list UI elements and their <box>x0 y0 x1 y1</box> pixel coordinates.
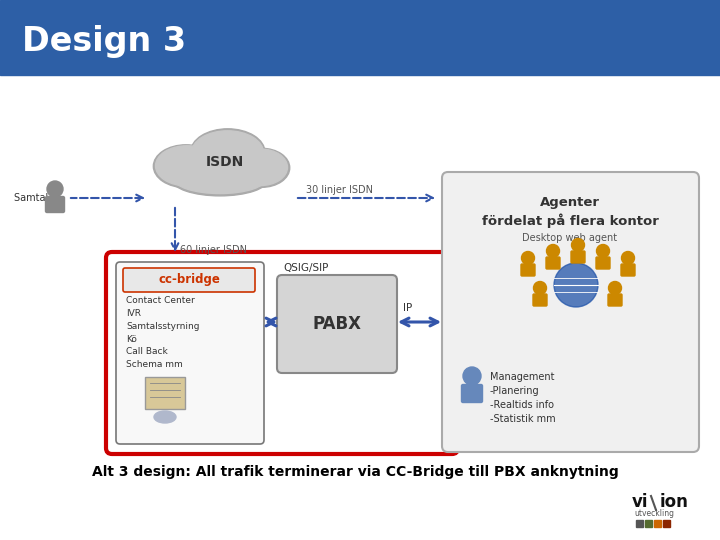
Circle shape <box>608 281 621 294</box>
Text: cc-bridge: cc-bridge <box>158 273 220 287</box>
FancyBboxPatch shape <box>608 294 622 306</box>
Text: Management
-Planering
-Realtids info
-Statistik mm: Management -Planering -Realtids info -St… <box>490 372 556 424</box>
Bar <box>663 520 670 527</box>
Text: PABX: PABX <box>312 315 361 333</box>
Ellipse shape <box>172 163 268 196</box>
Text: Desktop web agent: Desktop web agent <box>523 233 618 243</box>
FancyBboxPatch shape <box>462 384 482 402</box>
Bar <box>654 520 661 527</box>
Text: Contact Center
IVR
Samtalsstyrning
Kö
Call Back
Schema mm: Contact Center IVR Samtalsstyrning Kö Ca… <box>126 296 199 369</box>
Circle shape <box>463 367 481 385</box>
Ellipse shape <box>153 145 218 188</box>
Text: ISDN: ISDN <box>206 155 244 169</box>
FancyBboxPatch shape <box>596 257 610 269</box>
Ellipse shape <box>154 411 176 423</box>
Circle shape <box>47 181 63 197</box>
FancyBboxPatch shape <box>571 251 585 263</box>
Circle shape <box>621 252 634 265</box>
FancyBboxPatch shape <box>621 264 635 276</box>
Bar <box>0 0 720 75</box>
Text: 30 linjer ISDN: 30 linjer ISDN <box>307 185 374 195</box>
Ellipse shape <box>191 129 265 176</box>
Circle shape <box>554 263 598 307</box>
Ellipse shape <box>174 163 266 193</box>
Circle shape <box>546 245 559 258</box>
Text: vi: vi <box>631 493 648 511</box>
Text: Agenter
fördelat på flera kontor: Agenter fördelat på flera kontor <box>482 196 658 228</box>
Bar <box>645 520 652 527</box>
FancyBboxPatch shape <box>533 294 547 306</box>
FancyBboxPatch shape <box>277 275 397 373</box>
Circle shape <box>596 245 610 258</box>
FancyBboxPatch shape <box>106 252 458 454</box>
FancyBboxPatch shape <box>442 172 699 452</box>
Circle shape <box>521 252 534 265</box>
Ellipse shape <box>234 148 289 187</box>
FancyBboxPatch shape <box>521 264 535 276</box>
Text: ion: ion <box>660 493 689 511</box>
FancyBboxPatch shape <box>116 262 264 444</box>
Ellipse shape <box>233 149 287 186</box>
Text: 60 linjer ISDN: 60 linjer ISDN <box>180 245 247 255</box>
Text: QSIG/SIP: QSIG/SIP <box>283 263 328 273</box>
FancyBboxPatch shape <box>123 268 255 292</box>
Text: Alt 3 design: All trafik terminerar via CC-Bridge till PBX anknytning: Alt 3 design: All trafik terminerar via … <box>91 465 618 479</box>
Circle shape <box>572 239 585 252</box>
FancyBboxPatch shape <box>45 197 65 213</box>
FancyBboxPatch shape <box>546 257 560 269</box>
Ellipse shape <box>192 131 264 174</box>
Text: Samtal In: Samtal In <box>14 193 60 203</box>
Bar <box>636 520 643 527</box>
Text: IP: IP <box>403 303 413 313</box>
Text: Design 3: Design 3 <box>22 25 186 58</box>
Ellipse shape <box>156 146 218 186</box>
Circle shape <box>534 281 546 294</box>
Bar <box>145 377 185 409</box>
Text: utveckling: utveckling <box>634 510 674 518</box>
